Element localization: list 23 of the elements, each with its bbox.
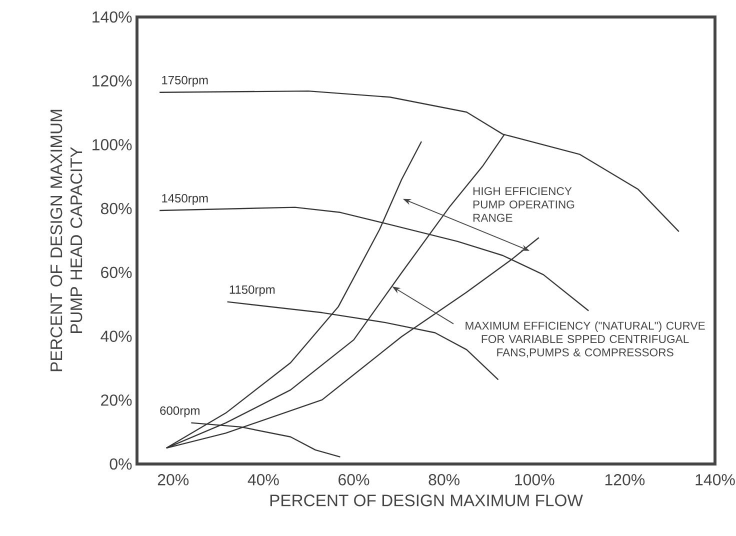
series-label: 1450rpm [162, 194, 208, 205]
annotation: MAXIMUM EFFICIENCY ("NATURAL") CURVE FOR VARIABLE SPPED CENTRIFUGAL FANS,PUMPS & COMPRESSORS [466, 321, 705, 358]
y-tick-label: 80% [100, 202, 132, 214]
y-tick-label: 60% [101, 266, 132, 278]
series-label: 600rpm [160, 406, 200, 418]
series-label: 1750rpm [162, 76, 208, 87]
y-tick-label: 100% [92, 139, 132, 150]
x-tick-label: 80% [428, 474, 460, 486]
x-tick-label: 100% [515, 474, 554, 486]
y-tick-label: 40% [100, 330, 132, 342]
series-label: 1150rpm [230, 285, 275, 296]
x-axis-title: PERCENT OF DESIGN MAXIMUM FLOW [270, 494, 583, 506]
x-tick-label: 140% [696, 474, 735, 486]
y-tick-label: 140% [92, 11, 132, 23]
y-tick-label: 0% [110, 458, 132, 470]
x-tick-label: 20% [158, 474, 189, 486]
y-tick-label: 120% [92, 75, 132, 87]
x-tick-label: 120% [605, 474, 645, 486]
annotation: HIGH EFFICIENCY PUMP OPERATING RANGE [473, 187, 574, 222]
y-axis-title: PERCENT OF DESIGN MAXIMUM PUMP HEAD CAPACITY [50, 110, 82, 372]
y-tick-label: 20% [101, 394, 132, 406]
x-tick-label: 60% [338, 474, 370, 486]
x-tick-label: 40% [248, 474, 279, 486]
